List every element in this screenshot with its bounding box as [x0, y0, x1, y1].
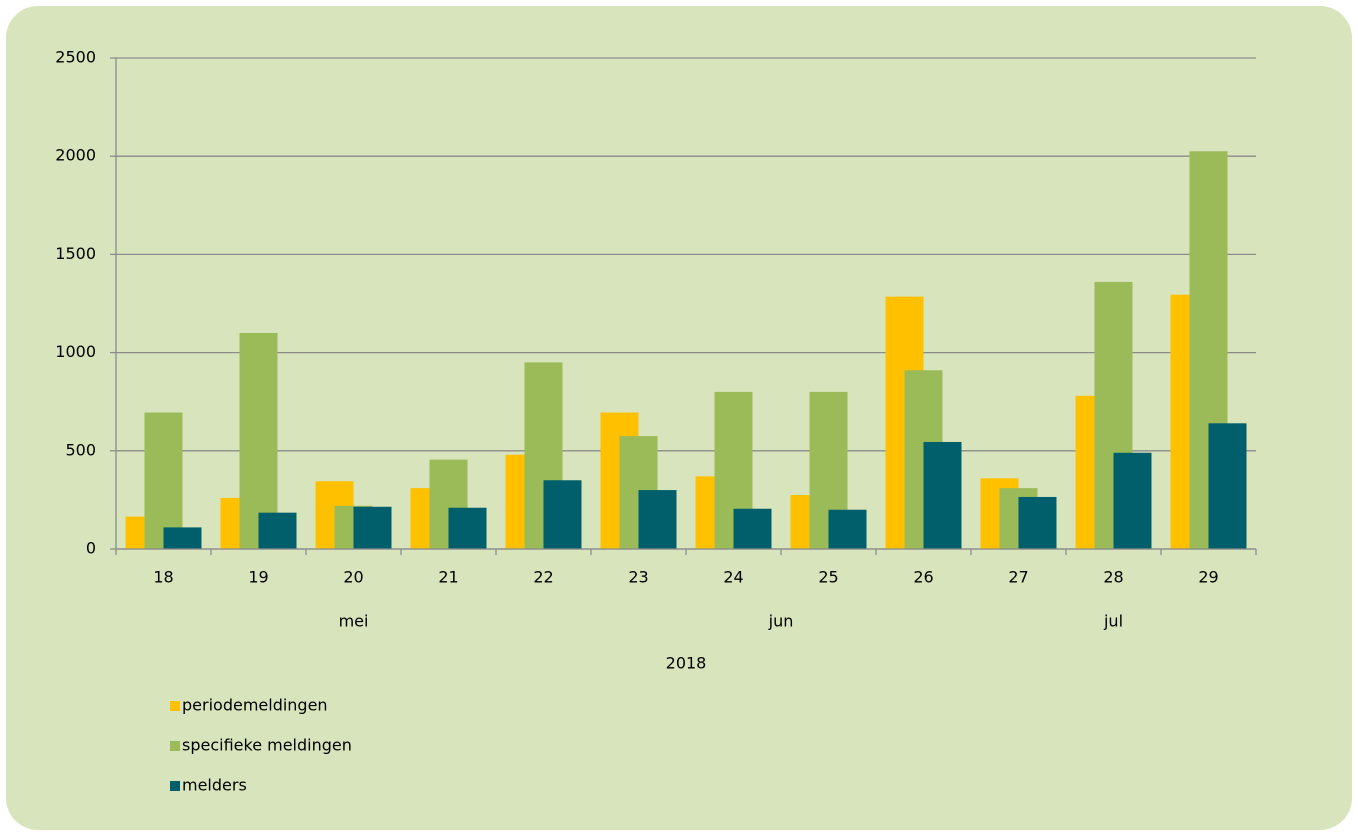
bar: [1018, 496, 1057, 549]
bar: [923, 441, 962, 549]
y-tick-label: 2000: [55, 146, 96, 165]
legend-label: periodemeldingen: [182, 696, 328, 715]
legend-swatch: [170, 701, 180, 711]
bar: [163, 527, 202, 549]
chart-panel: [6, 6, 1352, 830]
y-tick-label: 500: [65, 440, 96, 459]
month-label: mei: [339, 612, 369, 631]
x-tick-label: 28: [1103, 568, 1123, 587]
bar: [353, 506, 392, 549]
y-tick-label: 0: [86, 539, 96, 558]
x-tick-label: 29: [1198, 568, 1218, 587]
y-tick-label: 1500: [55, 244, 96, 263]
legend-swatch: [170, 781, 180, 791]
bar: [543, 480, 582, 549]
x-tick-label: 25: [818, 568, 838, 587]
bar: [448, 507, 487, 549]
bar: [638, 490, 677, 549]
y-tick-label: 2500: [55, 48, 96, 67]
bar: [1208, 423, 1247, 549]
bar: [828, 509, 867, 549]
x-tick-label: 20: [343, 568, 363, 587]
bar: [258, 512, 297, 549]
y-tick-label: 1000: [55, 342, 96, 361]
legend-label: melders: [182, 776, 247, 795]
month-label: jun: [768, 612, 794, 631]
x-tick-label: 21: [438, 568, 458, 587]
year-label: 2018: [666, 654, 707, 673]
x-tick-label: 23: [628, 568, 648, 587]
bar: [1113, 452, 1152, 549]
bar: [733, 508, 772, 549]
month-label: jul: [1103, 612, 1123, 631]
x-tick-label: 26: [913, 568, 933, 587]
x-tick-label: 27: [1008, 568, 1028, 587]
bar: [144, 412, 183, 549]
x-tick-label: 22: [533, 568, 553, 587]
x-tick-label: 24: [723, 568, 743, 587]
x-tick-label: 19: [248, 568, 268, 587]
legend-swatch: [170, 741, 180, 751]
x-tick-label: 18: [153, 568, 173, 587]
legend-label: specifieke meldingen: [182, 736, 352, 755]
